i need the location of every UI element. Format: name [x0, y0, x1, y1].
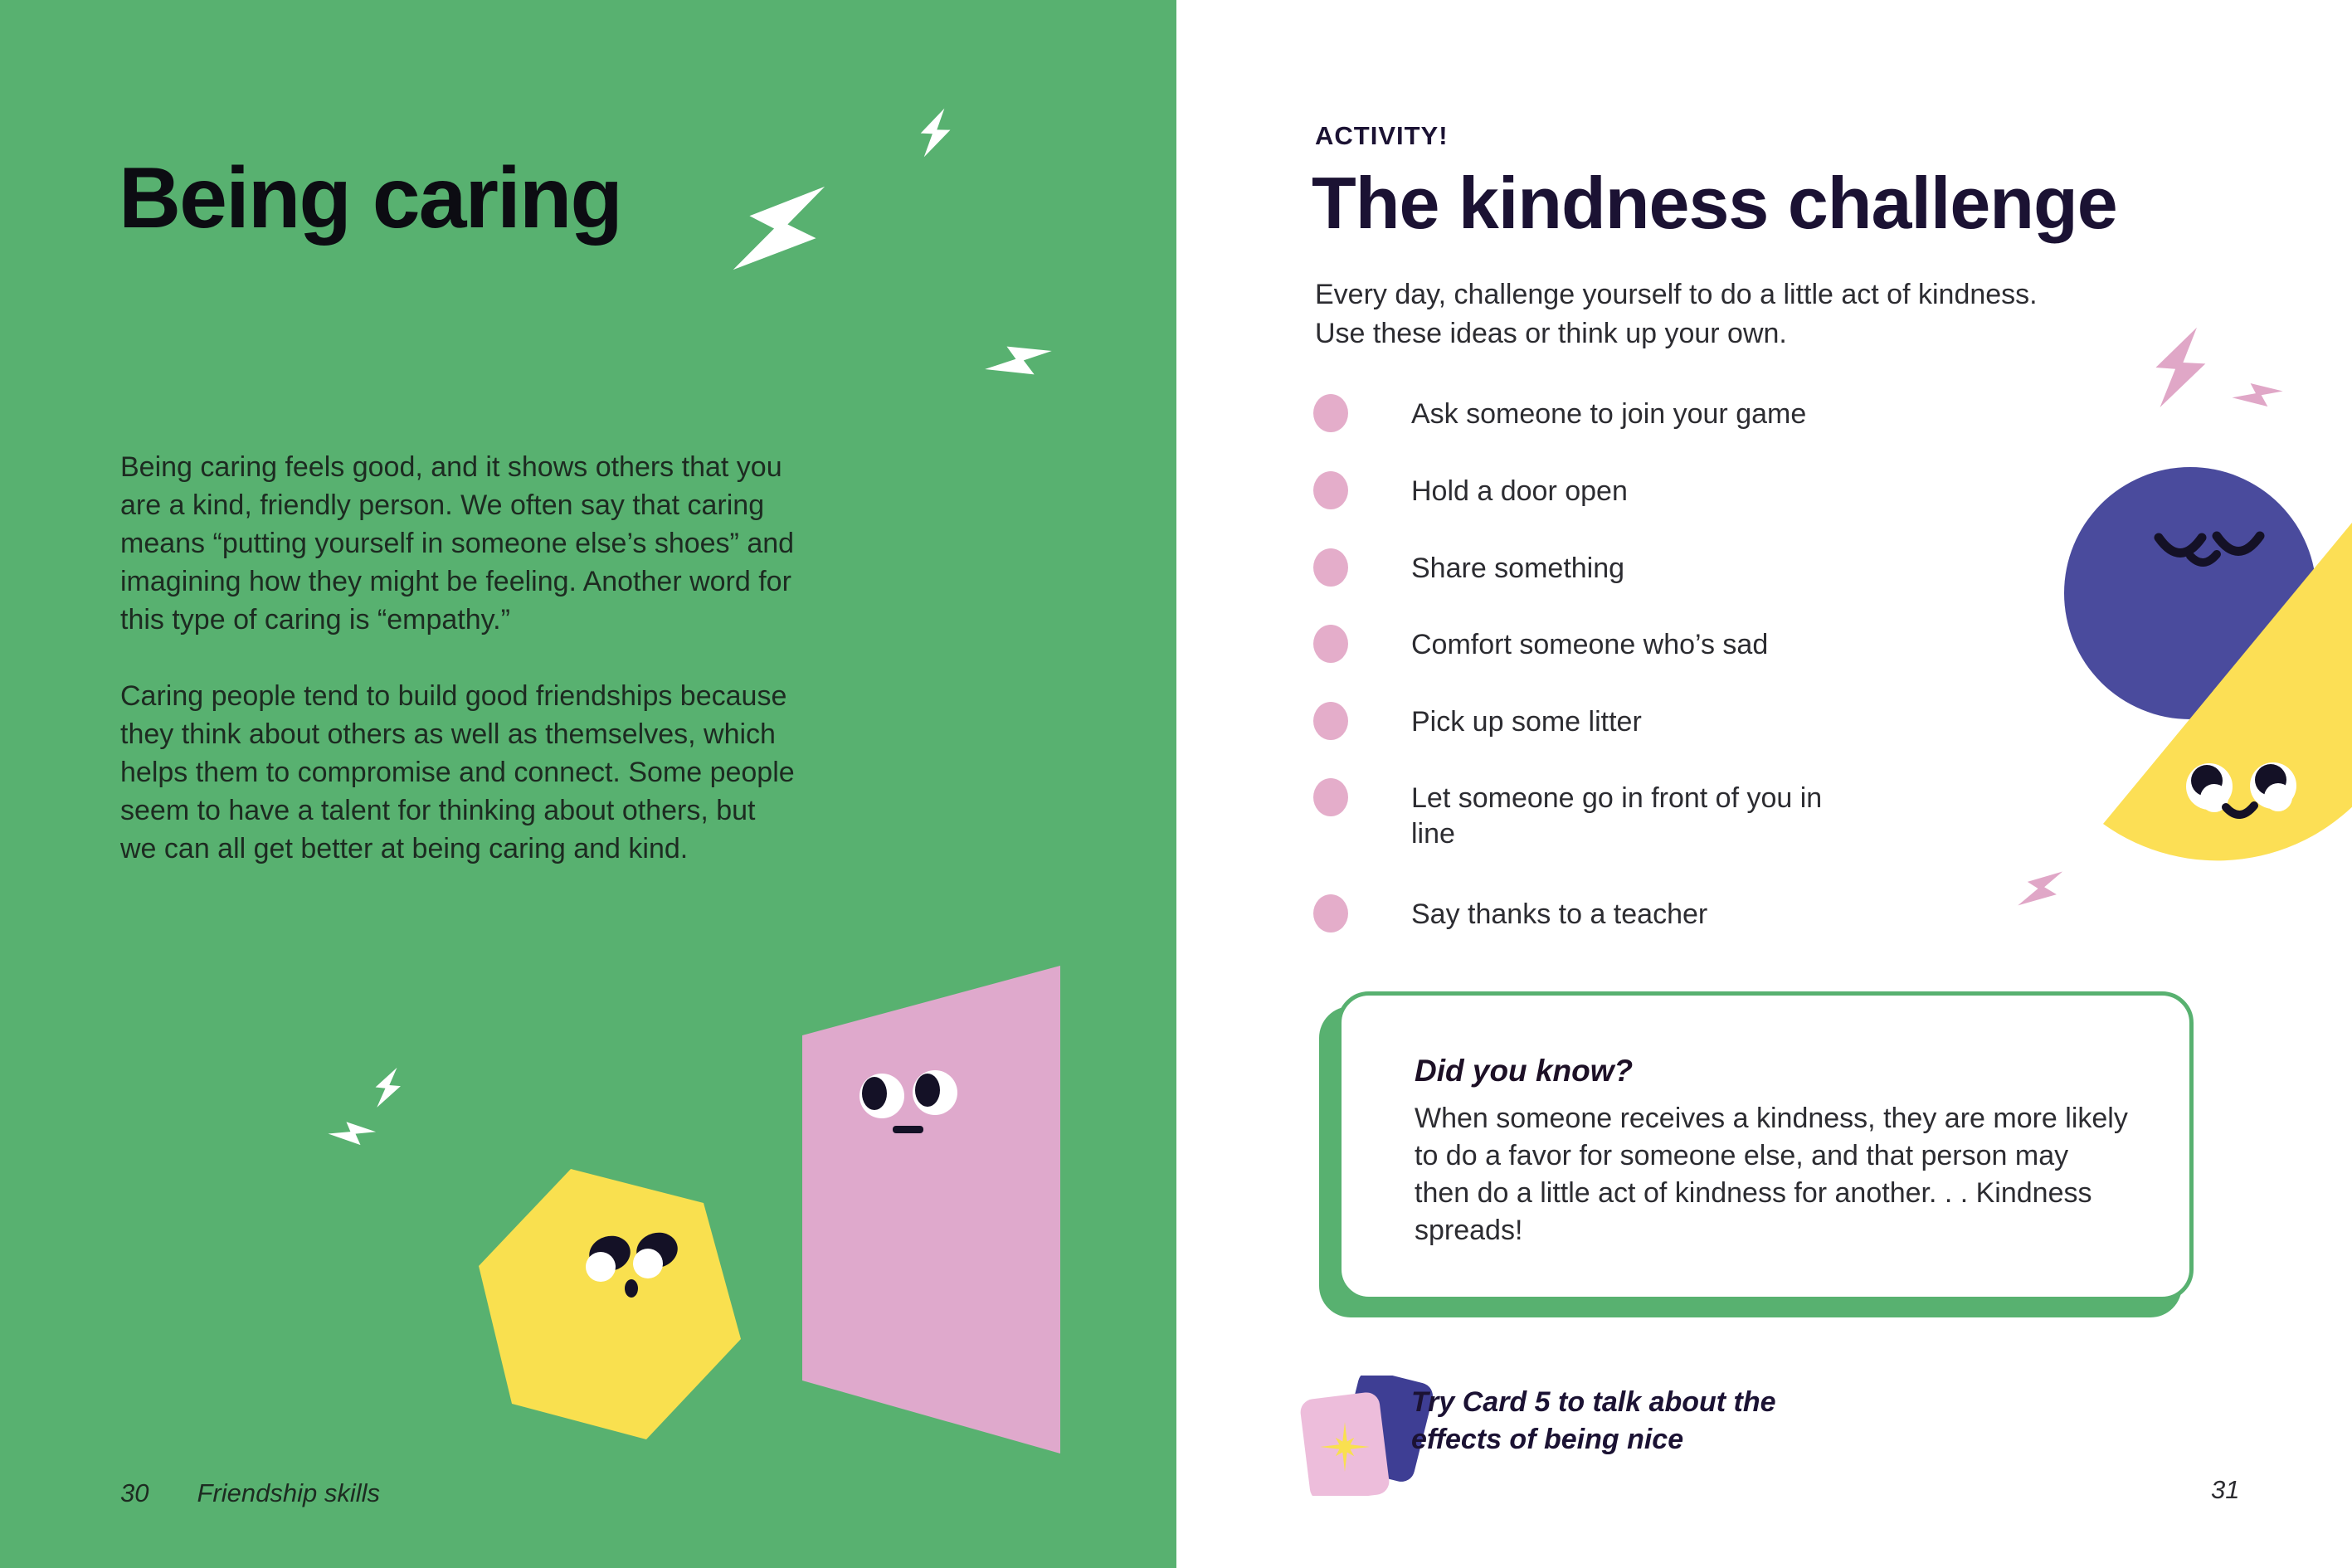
did-you-know-title: Did you know?: [1415, 1054, 1634, 1088]
right-page: ACTIVITY! The kindness challenge Every d…: [1176, 0, 2352, 1568]
bullet-dot-icon: [1313, 702, 1348, 740]
page-number: 30: [120, 1478, 149, 1507]
bullet-dot-icon: [1313, 548, 1348, 587]
body-paragraph: Being caring feels good, and it shows ot…: [120, 451, 795, 635]
list-item-label: Ask someone to join your game: [1411, 398, 1807, 430]
body-text: Being caring feels good, and it shows ot…: [120, 448, 796, 906]
footer-label: Friendship skills: [197, 1478, 380, 1507]
cards-icon: [1300, 1376, 1433, 1496]
lightning-bolt-icon: [2232, 382, 2283, 407]
bullet-dot-icon: [1313, 471, 1348, 509]
left-page: Being caring Being caring feels good, an…: [0, 0, 1176, 1568]
character-yellow-wedge: [2103, 523, 2352, 861]
lightning-bolt-icon: [920, 108, 951, 158]
lightning-bolt-icon: [733, 186, 825, 270]
character-pink-door: [802, 966, 1060, 1454]
list-item-label: Let someone go in front of you in line: [1411, 782, 1823, 850]
body-paragraph: Caring people tend to build good friends…: [120, 680, 795, 864]
page-title: Being caring: [119, 149, 623, 246]
did-you-know-box: Did you know? When someone receives a ki…: [1337, 991, 2194, 1301]
list-item: Pick up some litter: [1313, 702, 1876, 740]
lightning-bolt-icon: [2155, 327, 2206, 408]
list-item-label: Hold a door open: [1411, 475, 1628, 507]
list-item: Hold a door open: [1313, 471, 1876, 509]
activity-title: The kindness challenge: [1312, 162, 2118, 244]
list-item-label: Comfort someone who’s sad: [1411, 629, 1769, 660]
activity-intro: Every day, challenge yourself to do a li…: [1315, 279, 2038, 349]
sparkle-star-icon: [1320, 1422, 1370, 1472]
list-item-label: Say thanks to a teacher: [1411, 898, 1708, 930]
try-card-note: Try Card 5 to talk about the effects of …: [1411, 1386, 1776, 1455]
list-item: Let someone go in front of you in line: [1313, 778, 1834, 852]
lightning-bolt-icon: [2018, 871, 2063, 906]
lightning-bolt-icon: [985, 346, 1052, 375]
list-item-label: Pick up some litter: [1411, 706, 1642, 738]
list-item: Comfort someone who’s sad: [1313, 625, 1876, 663]
bullet-dot-icon: [1313, 625, 1348, 663]
did-you-know-body: When someone receives a kindness, they a…: [1415, 1103, 2128, 1246]
lightning-bolt-icon: [375, 1067, 401, 1108]
page-number: 31: [2211, 1475, 2240, 1504]
bullet-dot-icon: [1313, 894, 1348, 933]
activity-kicker: ACTIVITY!: [1315, 121, 1449, 150]
bullet-dot-icon: [1313, 778, 1348, 816]
left-footer: 30 Friendship skills: [120, 1478, 380, 1508]
bullet-dot-icon: [1313, 394, 1348, 432]
list-item: Ask someone to join your game: [1313, 394, 1876, 432]
list-item-label: Share something: [1411, 553, 1625, 584]
list-item: Share something: [1313, 548, 1876, 587]
character-yellow-hexagon: [479, 1169, 741, 1439]
list-item: Say thanks to a teacher: [1313, 894, 1876, 933]
lightning-bolt-icon: [328, 1122, 377, 1146]
